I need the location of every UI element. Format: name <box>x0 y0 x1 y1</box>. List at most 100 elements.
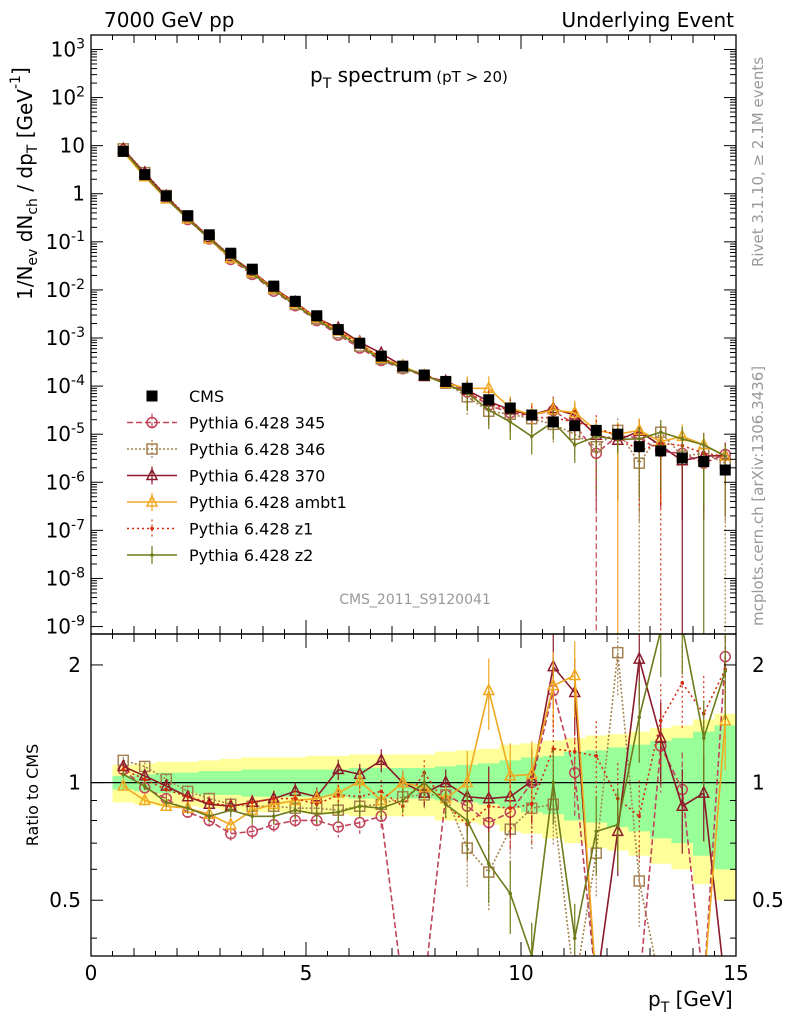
data-point-CMS <box>590 424 602 436</box>
data-point-CMS <box>332 324 344 336</box>
ratio-point-z2 <box>379 806 384 810</box>
ratio-y-axis-label: Ratio to CMS <box>23 744 42 846</box>
ratio-point-ambt1 <box>568 667 581 681</box>
data-point-CMS <box>440 375 452 387</box>
y-tick-label: 10-2 <box>46 277 85 302</box>
ratio-point-p370 <box>332 761 345 775</box>
data-point-CMS <box>160 190 172 202</box>
ratio-point-z1 <box>185 794 190 799</box>
ratio-y-tick-label-right: 1 <box>752 771 765 795</box>
header-right: Underlying Event <box>561 8 734 32</box>
top-frame <box>90 34 737 635</box>
legend-label-p346: Pythia 6.428 346 <box>189 440 325 459</box>
ratio-point-z2 <box>723 669 728 673</box>
data-point-CMS <box>203 229 215 241</box>
ratio-point-p370 <box>654 730 667 743</box>
legend-entry-z1: Pythia 6.428 z1 <box>127 519 313 539</box>
ratio-point-p370 <box>633 651 646 664</box>
ratio-point-ambt1 <box>160 798 173 811</box>
ratio-y-tick-label-right: 0.5 <box>752 888 784 912</box>
series-line-ambt1 <box>122 151 726 457</box>
legend-marker-z2 <box>150 553 154 557</box>
point-z2 <box>486 408 491 412</box>
ratio-point-z2 <box>164 800 169 805</box>
ratio-point-z1 <box>271 796 276 801</box>
legend-marker-CMS <box>146 390 158 402</box>
data-point-CMS <box>676 452 688 464</box>
ratio-point-z2 <box>701 736 706 740</box>
data-point-CMS <box>139 169 151 181</box>
chart-title: pT spectrum (pT > 20) <box>310 63 508 92</box>
ratio-point-ambt1 <box>353 773 366 786</box>
legend-marker-p346 <box>146 443 158 455</box>
ratio-point-z2 <box>228 808 233 812</box>
ratio-y-tick-label-left: 1 <box>68 771 81 795</box>
data-point-CMS <box>719 464 731 476</box>
data-point-CMS <box>117 145 129 157</box>
ratio-band-inner <box>714 725 736 870</box>
series-line-z2 <box>122 149 726 457</box>
data-point-CMS <box>612 428 624 440</box>
ratio-point-p370 <box>375 752 388 766</box>
point-z2 <box>658 430 663 435</box>
legend-entry-ambt1: Pythia 6.428 ambt1 <box>127 493 347 512</box>
legend-marker-p345 <box>146 416 158 429</box>
ratio-point-p370 <box>676 798 689 811</box>
legend-label-z1: Pythia 6.428 z1 <box>189 520 313 539</box>
data-point-CMS <box>698 456 710 468</box>
ratio-point-z2 <box>185 806 190 810</box>
y-tick-label: 103 <box>51 36 85 61</box>
ratio-point-z2 <box>207 814 212 819</box>
ratio-point-z2 <box>250 814 255 819</box>
data-point-CMS <box>397 360 409 372</box>
ratio-point-z2 <box>121 772 126 777</box>
ratio-point-z1 <box>486 804 491 809</box>
ratio-point-ambt1 <box>117 778 130 791</box>
ratio-point-z1 <box>336 793 341 797</box>
ratio-point-z2 <box>142 784 147 788</box>
ratio-point-ambt1 <box>525 766 538 780</box>
ratio-y-tick-label-left: 0.5 <box>49 888 81 912</box>
ratio-point-z1 <box>379 789 384 794</box>
data-point-CMS <box>182 210 194 222</box>
ratio-point-p346 <box>612 646 624 659</box>
ratio-point-ambt1 <box>396 774 409 788</box>
legend-label-ambt1: Pythia 6.428 ambt1 <box>189 493 347 512</box>
legend-marker-ambt1 <box>145 494 159 507</box>
y-tick-label: 10-9 <box>46 614 85 639</box>
ratio-point-z2 <box>486 861 491 866</box>
data-point-CMS <box>526 409 538 421</box>
y-tick-label: 10-1 <box>46 229 85 254</box>
data-point-CMS <box>504 402 516 414</box>
legend-entry-CMS: CMS <box>146 387 224 406</box>
ratio-point-ambt1 <box>547 678 560 691</box>
ratio-point-z2 <box>422 780 427 785</box>
ratio-point-ambt1 <box>482 682 495 696</box>
ratio-point-z2 <box>637 715 642 720</box>
point-z2 <box>701 443 706 447</box>
ratio-point-p370 <box>482 790 495 804</box>
ratio-point-z2 <box>508 891 513 896</box>
y-tick-label: 10-3 <box>46 325 85 350</box>
y-tick-label: 10-5 <box>46 421 85 446</box>
y-axis-label: 1/Nev dNch / dpT [GeV-1] <box>8 67 41 300</box>
point-z2 <box>508 420 513 424</box>
ratio-point-z2 <box>465 818 470 823</box>
data-point-CMS <box>547 416 559 428</box>
point-z2 <box>680 437 685 441</box>
ratio-point-ambt1 <box>504 768 517 781</box>
data-point-CMS <box>483 394 495 406</box>
x-tick-label: 5 <box>300 961 313 985</box>
ratio-point-z2 <box>314 812 319 817</box>
y-tick-label: 10-4 <box>46 373 86 398</box>
ratio-band-inner <box>370 767 393 799</box>
x-tick-label: 0 <box>85 961 98 985</box>
ratio-point-ambt1 <box>138 792 151 806</box>
analysis-label: CMS_2011_S9120041 <box>339 592 491 608</box>
y-tick-label: 10-6 <box>46 469 86 494</box>
ratio-point-z1 <box>164 787 169 792</box>
point-z2 <box>637 437 642 441</box>
y-tick-label: 10-7 <box>46 517 85 542</box>
ratio-point-p346 <box>633 875 645 887</box>
ratio-point-z2 <box>271 814 276 819</box>
